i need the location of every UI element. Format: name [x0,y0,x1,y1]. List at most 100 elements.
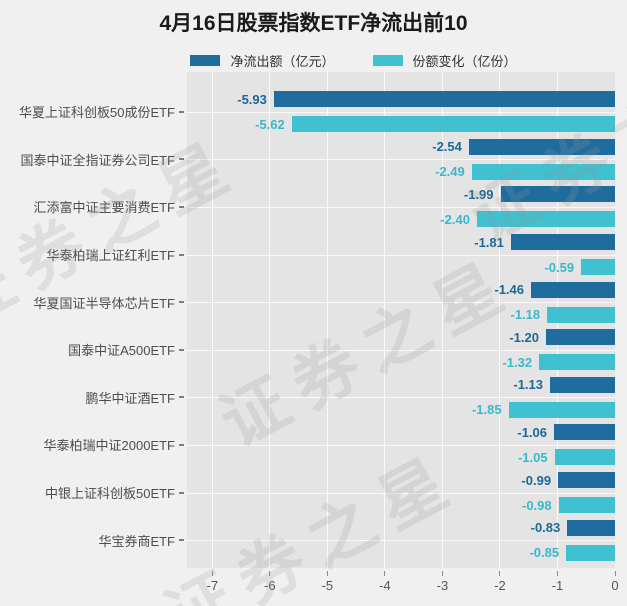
category-label: 中银上证科创板50ETF [44,486,175,502]
legend-label-net-outflow: 净流出额（亿元） [230,54,335,69]
x-tick-label: -1 [551,578,564,593]
value-label: -5.93 [237,91,267,107]
x-tick-mark [269,571,271,576]
x-tick-label: -2 [494,578,506,593]
value-label: -0.98 [521,497,552,513]
x-tick-mark [441,571,443,576]
bar-group: -1.46 -1.18 [187,278,615,326]
value-label: -0.85 [529,545,560,561]
x-tick-mark [499,571,501,576]
category-label-row: 华夏上证科创板50成份ETF [0,88,187,136]
bar-line-net-outflow: -0.99 [187,472,615,489]
gridline-horizontal [187,397,615,399]
bar-line-net-outflow: -1.06 [187,424,615,441]
y-tick-mark [179,491,184,494]
bar-line-share-change: -2.49 [187,163,615,180]
value-label: -0.83 [530,520,561,536]
bar-net-outflow [273,91,615,108]
value-label: -2.40 [440,211,470,227]
value-label: -5.62 [255,116,285,132]
gridline-horizontal [187,206,615,208]
bar-rows: -5.93 -5.62 -2.54 -2.49 -1.99 -2.40 -1.81 -0.59… [187,88,615,564]
gridline-horizontal [187,444,615,446]
category-label: 国泰中证A500ETF [68,343,175,359]
value-label: -1.85 [471,402,502,418]
bar-line-share-change: -0.59 [187,259,615,276]
bar-line-net-outflow: -1.81 [187,234,615,251]
value-label: -0.99 [521,472,552,488]
x-tick-label: -4 [379,578,391,593]
bar-net-outflow [550,376,615,393]
bar-net-outflow [545,329,615,346]
legend-item-net-outflow: 净流出额（亿元） [190,51,335,70]
y-tick-mark [179,301,184,304]
gridline-vertical [441,72,443,568]
x-tick-label: -3 [436,578,449,593]
x-tick-mark [384,571,386,576]
gridline-horizontal [187,159,615,161]
bar-group: -1.13 -1.85 [187,374,615,422]
value-label: -1.06 [517,424,548,440]
x-tick-label: -6 [264,578,276,593]
x-tick-label: -5 [321,578,334,593]
y-tick-mark [179,348,184,351]
value-label: -1.81 [474,234,504,250]
value-label: -2.49 [435,164,465,180]
x-tick-mark [556,571,558,576]
bar-group: -1.81 -0.59 [187,231,615,279]
gridline-vertical [384,72,386,568]
bar-net-outflow [554,424,615,441]
bar-line-share-change: -2.40 [187,211,615,228]
gridline-horizontal [187,254,615,256]
bar-line-net-outflow: -1.46 [187,281,615,298]
plot-area: -5.93 -5.62 -2.54 -2.49 -1.99 -2.40 -1.81 -0.59… [187,72,615,568]
bar-line-net-outflow: -5.93 [187,91,615,108]
x-tick-mark [614,571,616,576]
bar-line-net-outflow: -0.83 [187,519,615,536]
y-tick-mark [179,253,184,256]
bar-line-share-change: -1.18 [187,306,615,323]
bar-line-share-change: -0.85 [187,544,615,561]
chart-legend: 净流出额（亿元） 份额变化（亿份） [40,51,627,70]
y-axis-labels: 华夏上证科创板50成份ETF 国泰中证全指证券公司ETF 汇添富中证主要消费ETF 华… [0,72,187,564]
gridline-vertical [269,72,271,568]
bar-share-change [547,306,615,323]
bar-share-change [476,211,615,228]
gridline-vertical [211,72,213,568]
category-label: 华泰柏瑞上证红利ETF [46,248,175,264]
bar-net-outflow [468,138,615,155]
bar-net-outflow [510,234,615,251]
bar-share-change [471,163,615,180]
bar-net-outflow [531,281,615,298]
bar-share-change [581,259,615,276]
value-label: -0.59 [544,259,575,275]
value-label: -1.13 [513,377,543,393]
bar-line-share-change: -1.05 [187,449,615,466]
x-axis: -7 -6 -5 -4 -3 -2 -1 0 [187,568,619,606]
y-tick-mark [179,205,184,208]
y-tick-mark [179,443,184,446]
bar-line-share-change: -1.32 [187,354,615,371]
gridline-horizontal [187,111,615,113]
legend-swatch-net-outflow [190,55,221,66]
y-tick-mark [179,110,184,113]
bar-group: -0.83 -0.85 [187,516,615,564]
category-label: 国泰中证全指证券公司ETF [20,152,175,168]
value-label: -1.32 [502,354,533,370]
legend-item-share-change: 份额变化（亿份） [372,51,517,70]
category-label: 华夏国证半导体芯片ETF [33,295,175,311]
value-label: -1.18 [510,307,541,323]
value-label: -1.20 [509,329,539,345]
gridline-horizontal [187,302,615,304]
category-label: 华夏上证科创板50成份ETF [18,105,175,121]
bar-group: -5.93 -5.62 [187,88,615,136]
bar-group: -0.99 -0.98 [187,469,615,517]
category-label-row: 华泰柏瑞上证红利ETF [0,231,187,279]
bar-group: -1.06 -1.05 [187,421,615,469]
value-label: -1.99 [463,186,494,202]
legend-swatch-share-change [372,55,403,66]
category-label: 华泰柏瑞中证2000ETF [43,438,175,454]
chart-body: 华夏上证科创板50成份ETF 国泰中证全指证券公司ETF 汇添富中证主要消费ETF 华… [0,72,627,606]
y-tick-mark [179,539,184,542]
category-label-row: 汇添富中证主要消费ETF [0,183,187,231]
